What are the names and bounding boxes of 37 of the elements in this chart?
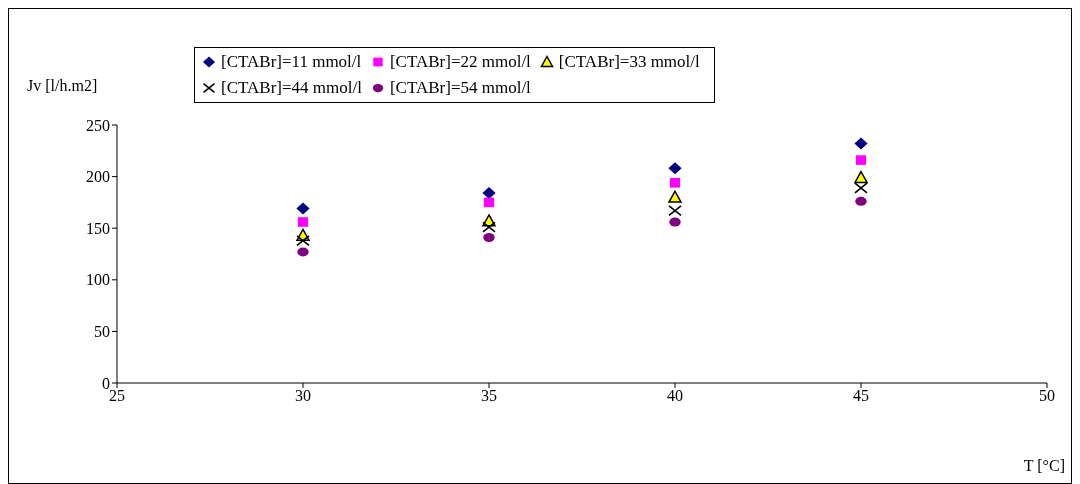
x-tick-label: 30 (295, 387, 311, 405)
point (855, 155, 867, 165)
point (297, 247, 309, 257)
legend-label: [CTABr]=11 mmol/l (221, 52, 362, 72)
point (483, 232, 495, 242)
y-tick-label: 0 (102, 374, 110, 392)
point (854, 137, 868, 150)
point (668, 162, 682, 175)
x-tick-label: 40 (667, 387, 683, 405)
legend-label: [CTABr]=44 mmol/l (221, 78, 362, 98)
point (669, 177, 681, 188)
point (297, 217, 309, 227)
legend-label: [CTABr]=54 mmol/l (389, 78, 531, 98)
point (668, 190, 682, 203)
point (669, 217, 681, 227)
x-axis-title: T [°C] (1023, 457, 1065, 475)
y-axis-title: Jv [l/h.m2] (27, 77, 98, 95)
point (855, 196, 867, 206)
point (482, 187, 496, 200)
x-tick-label: 50 (1039, 387, 1055, 405)
y-tick-label: 200 (86, 168, 110, 186)
legend-label: [CTABr]=22 mmol/l (389, 52, 531, 72)
point (296, 234, 310, 247)
y-tick-label: 250 (86, 116, 110, 134)
point (668, 205, 682, 217)
legend-label: [CTABr]=33 mmol/l (558, 52, 700, 72)
y-tick-label: 100 (86, 271, 110, 289)
point (483, 197, 495, 208)
x-tick-label: 45 (853, 387, 869, 405)
x-tick-label: 35 (481, 387, 497, 405)
point (296, 202, 310, 215)
point (854, 182, 868, 194)
point (482, 221, 496, 233)
y-tick-label: 50 (94, 323, 110, 341)
x-tick-label: 25 (109, 387, 125, 405)
y-tick-label: 150 (86, 219, 110, 237)
point (854, 170, 868, 184)
